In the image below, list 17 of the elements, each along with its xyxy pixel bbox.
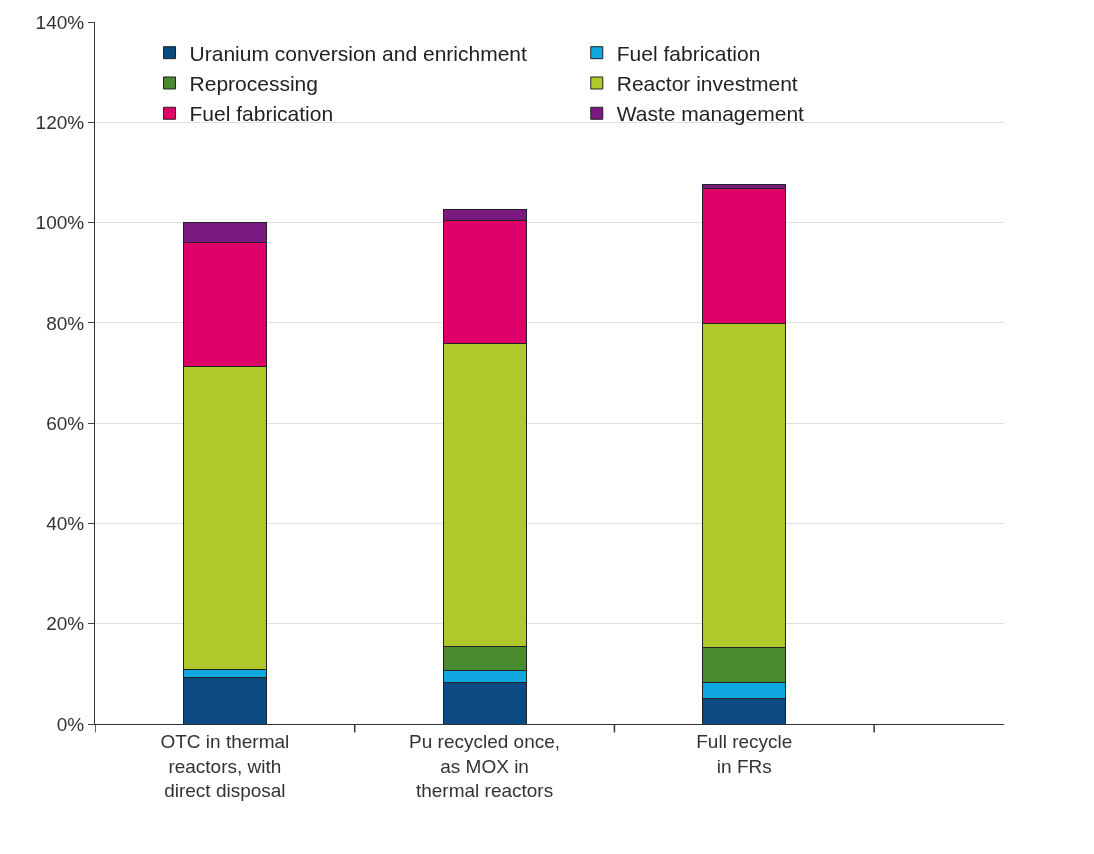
x-tick-label: OTC in thermal reactors, with direct disposal <box>160 730 290 802</box>
legend-label: Reprocessing <box>189 72 318 96</box>
x-tick-label: Full recycle in FRs <box>696 730 793 777</box>
legend-label: Reactor investment <box>616 72 798 96</box>
y-tick-label: 20% <box>46 613 85 635</box>
legend-label: Uranium conversion and enrichment <box>189 41 528 65</box>
x-tick-label: Pu recycled once, as MOX in thermal reactors <box>409 730 561 802</box>
legend-label: Waste management <box>616 102 805 126</box>
y-tick-label: 120% <box>35 111 85 133</box>
y-tick-label: 60% <box>46 412 85 434</box>
y-tick-label: 140% <box>35 11 85 33</box>
y-tick-label: 0% <box>56 713 85 735</box>
legend-label: Fuel fabrication <box>616 41 761 65</box>
y-tick-label: 80% <box>46 312 85 334</box>
y-tick-label: 100% <box>35 212 85 234</box>
legend-label: Fuel fabrication <box>189 102 334 126</box>
y-tick-label: 40% <box>46 513 85 535</box>
